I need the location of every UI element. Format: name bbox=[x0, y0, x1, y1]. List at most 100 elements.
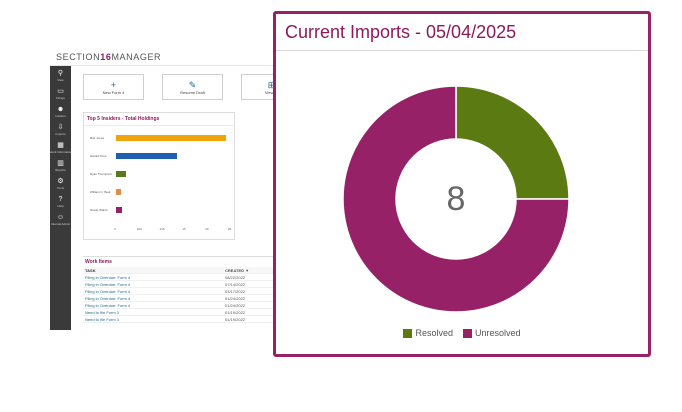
help-icon: ? bbox=[58, 196, 63, 203]
nav-item[interactable]: ▭ Filings bbox=[50, 88, 71, 106]
quick-action-button[interactable]: + New Form 4 bbox=[83, 74, 144, 100]
nav-item[interactable]: ⚙ Tools bbox=[50, 178, 71, 196]
work-items-table: TASK CREATED ▼ Filing in Overdue: Form 4 08… bbox=[83, 267, 282, 323]
quick-action-label: New Form 4 bbox=[102, 89, 125, 95]
users-icon: ☻ bbox=[56, 106, 65, 113]
card-header: Current Imports - 05/04/2025 bbox=[276, 14, 648, 51]
created-date: 01/24/2022 bbox=[225, 295, 246, 301]
holdings-chart: Bob Jones Harold Price Ryan Thompson Willia… bbox=[84, 127, 236, 237]
nav-item[interactable]: ▥ Reports bbox=[50, 160, 71, 178]
nav-item-label: Tools bbox=[56, 186, 64, 190]
donut-chart: 8 bbox=[331, 74, 581, 324]
donut-slice-unresolved[interactable] bbox=[342, 85, 570, 313]
legend-label: Resolved bbox=[415, 328, 453, 338]
task-link[interactable]: Filing in Overdue: Form 4 bbox=[85, 302, 131, 308]
holdings-bar bbox=[116, 135, 227, 141]
bar-label: Bob Jones bbox=[90, 136, 105, 140]
building-icon: ▦ bbox=[57, 142, 64, 149]
current-imports-card: Current Imports - 05/04/2025 8 Resolved U… bbox=[273, 11, 651, 357]
table-row: Need to file Form 3 01/19/2022 bbox=[83, 309, 282, 316]
x-tick-label: 0 bbox=[114, 227, 116, 231]
created-date: 01/19/2022 bbox=[225, 309, 246, 315]
nav-item-label: Filings bbox=[56, 96, 65, 100]
logo: SECTION16MANAGER bbox=[56, 51, 162, 62]
holdings-bar bbox=[116, 207, 122, 213]
task-link[interactable]: Filing in Overdue: Form 4 bbox=[85, 295, 131, 301]
task-link[interactable]: Need to file Form 3 bbox=[85, 316, 120, 322]
nav-item-label: View bbox=[57, 78, 64, 82]
side-nav: ⚲ View ▭ Filings ☻ Insiders ⇩ Imports ▦ Stock Inf… bbox=[50, 66, 73, 330]
import-icon: ⇩ bbox=[57, 124, 64, 131]
legend-swatch bbox=[403, 328, 413, 338]
holdings-bar bbox=[116, 153, 177, 159]
chart-legend: Resolved Unresolved bbox=[276, 328, 648, 338]
x-tick-label: 20 bbox=[205, 227, 209, 231]
created-date: 08/22/2022 bbox=[225, 274, 246, 280]
x-tick-label: 15 bbox=[182, 227, 186, 231]
bar-label: Nicole Walsh bbox=[90, 208, 108, 212]
work-items-panel: Work Items TASK CREATED ▼ Filing in Overdu… bbox=[83, 256, 282, 323]
quick-action-icon: ✎ bbox=[188, 79, 197, 90]
gear-icon: ⚙ bbox=[57, 178, 64, 185]
task-link[interactable]: Filing in Overdue: Form 4 bbox=[85, 288, 131, 294]
task-link[interactable]: Need to file Form 3 bbox=[85, 309, 120, 315]
admin-icon: ☺ bbox=[56, 214, 65, 221]
nav-item-label: Reports bbox=[55, 168, 66, 172]
x-tick-label: 215 bbox=[159, 227, 165, 231]
donut-svg bbox=[342, 85, 570, 313]
task-link[interactable]: Filing in Overdue: Form 4 bbox=[85, 274, 131, 280]
table-row: Need to file Form 3 01/19/2022 bbox=[83, 316, 282, 323]
table-row: Filing in Overdue: Form 4 07/14/2022 bbox=[83, 281, 282, 288]
nav-item[interactable]: ? Help bbox=[50, 196, 71, 214]
nav-item[interactable]: ☺ Internal Admin bbox=[50, 214, 71, 232]
column-header[interactable]: CREATED ▼ bbox=[225, 267, 250, 273]
card-title: Current Imports - 05/04/2025 bbox=[285, 22, 517, 42]
created-date: 01/19/2022 bbox=[225, 316, 246, 322]
nav-item-label: Imports bbox=[55, 132, 66, 136]
folder-icon: ▭ bbox=[57, 88, 64, 95]
task-link[interactable]: Filing in Overdue: Form 4 bbox=[85, 281, 131, 287]
holdings-bar bbox=[116, 189, 121, 195]
legend-swatch bbox=[463, 328, 472, 338]
nav-item-label: Stock Information bbox=[50, 150, 73, 154]
table-row: Filing in Overdue: Form 4 01/24/2022 bbox=[83, 295, 282, 302]
quick-action-label: Resume Draft bbox=[180, 89, 205, 95]
column-header[interactable]: TASK bbox=[85, 267, 96, 273]
panel-title: Top 5 Insiders - Total Holdings bbox=[84, 113, 234, 126]
x-tick-label: 200 bbox=[136, 227, 142, 231]
holdings-bar bbox=[116, 171, 126, 177]
quick-action-button[interactable]: ✎ Resume Draft bbox=[162, 74, 223, 100]
table-row: Filing in Overdue: Form 4 01/24/2022 bbox=[83, 302, 282, 309]
app-screenshot: SECTION16MANAGER ⚲ View ▭ Filings ☻ Insiders ⇩… bbox=[50, 48, 282, 330]
chart-icon: ▥ bbox=[57, 160, 64, 167]
top-insiders-panel: Top 5 Insiders - Total Holdings Bob Jone… bbox=[83, 112, 235, 240]
nav-item-label: Help bbox=[57, 204, 64, 208]
nav-item[interactable]: ⇩ Imports bbox=[50, 124, 71, 142]
legend-item[interactable]: Unresolved bbox=[463, 328, 521, 338]
bar-label: Harold Price bbox=[90, 154, 107, 158]
table-header-row: TASK CREATED ▼ bbox=[83, 267, 282, 274]
x-tick-label: 25 bbox=[228, 227, 232, 231]
binoculars-icon: ⚲ bbox=[57, 70, 64, 77]
quick-action-icon: ⊞ bbox=[267, 79, 276, 90]
bar-label: William C. Beal bbox=[90, 190, 111, 194]
work-items-title: Work Items bbox=[85, 259, 112, 265]
created-date: 03/17/2022 bbox=[225, 288, 246, 294]
legend-label: Unresolved bbox=[475, 328, 521, 338]
bar-label: Ryan Thompson bbox=[90, 172, 112, 176]
app-header: SECTION16MANAGER bbox=[50, 48, 282, 66]
quick-actions: + New Form 4 ✎ Resume Draft ⊞ View Tr bbox=[83, 74, 282, 100]
nav-item[interactable]: ☻ Insiders bbox=[50, 106, 71, 124]
donut-center-total: 8 bbox=[446, 179, 466, 218]
nav-item[interactable]: ⚲ View bbox=[50, 70, 71, 88]
donut-slice-resolved[interactable] bbox=[455, 85, 570, 200]
nav-item-label: Insiders bbox=[55, 114, 66, 118]
nav-item[interactable]: ▦ Stock Information bbox=[50, 142, 73, 160]
quick-action-label: View Tr bbox=[264, 89, 279, 95]
nav-item-label: Internal Admin bbox=[50, 222, 71, 226]
created-date: 01/24/2022 bbox=[225, 302, 246, 308]
quick-action-icon: + bbox=[110, 79, 117, 90]
legend-item[interactable]: Resolved bbox=[403, 328, 453, 338]
table-row: Filing in Overdue: Form 4 08/22/2022 bbox=[83, 274, 282, 281]
table-row: Filing in Overdue: Form 4 03/17/2022 bbox=[83, 288, 282, 295]
